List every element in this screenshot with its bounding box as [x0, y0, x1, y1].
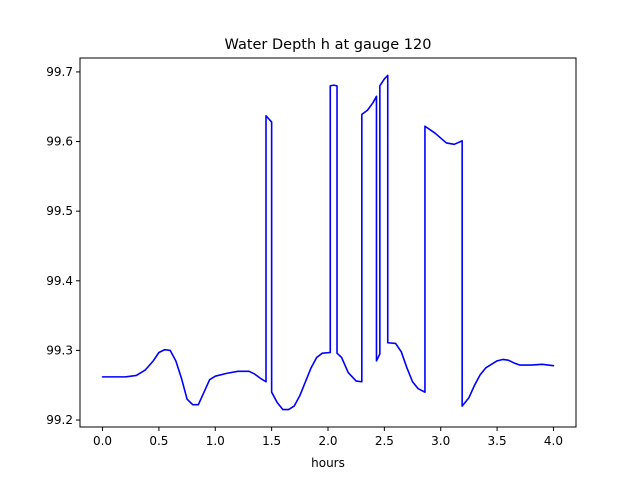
y-tick-label: 99.5 [46, 204, 73, 218]
x-axis-label: hours [311, 456, 345, 470]
y-tick-label: 99.6 [46, 135, 73, 149]
y-tick-label: 99.2 [46, 413, 73, 427]
x-tick-label: 2.5 [375, 434, 394, 448]
chart-title: Water Depth h at gauge 120 [225, 37, 432, 53]
series-line-0 [101, 74, 555, 411]
x-tick-label: 0.0 [93, 434, 112, 448]
plot-area: 0.0 0.5 1.0 1.5 2.0 2.5 3.0 3.5 4.0 99.2 99.3 99.4 9… [46, 57, 577, 448]
x-tick-label: 1.5 [262, 434, 281, 448]
x-tick-label: 4.0 [544, 434, 563, 448]
y-tick-label: 99.7 [46, 65, 73, 79]
x-tick-label: 2.0 [318, 434, 337, 448]
y-tick-label: 99.4 [46, 274, 73, 288]
x-tick-label: 3.5 [488, 434, 507, 448]
y-tick-label: 99.3 [46, 343, 73, 357]
x-tick-label: 1.0 [206, 434, 225, 448]
x-tick-label: 0.5 [149, 434, 168, 448]
x-tick-label: 3.0 [431, 434, 450, 448]
